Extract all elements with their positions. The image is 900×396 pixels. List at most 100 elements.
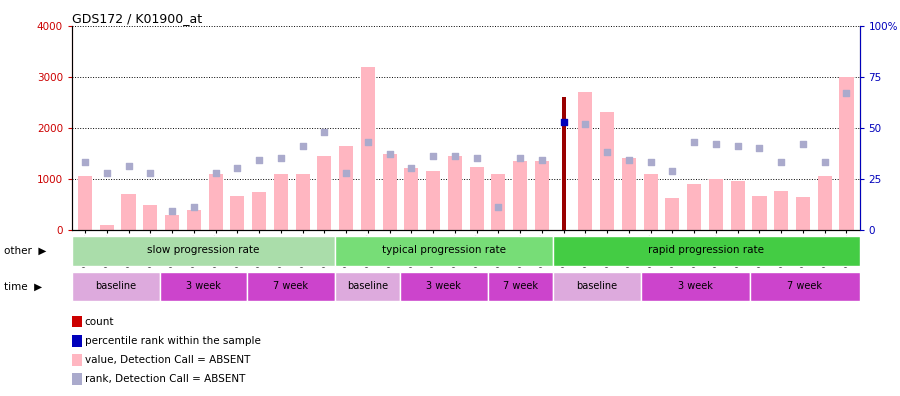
Bar [159,272,247,301]
Text: slow progression rate: slow progression rate [147,246,259,255]
Point [644,159,658,166]
Bar [252,192,266,230]
Point [839,90,853,96]
Point [317,129,331,135]
Bar [335,272,400,301]
Bar [687,184,701,230]
Text: rank, Detection Call = ABSENT: rank, Detection Call = ABSENT [85,373,245,384]
Bar [750,272,859,301]
Point [796,141,810,147]
Bar [752,196,767,230]
Point [447,153,462,160]
Text: other  ▶: other ▶ [4,246,47,256]
Bar [100,225,114,230]
Point [295,143,310,149]
Bar [72,236,335,266]
Bar [209,173,222,230]
Bar [382,154,397,230]
Point [622,157,636,164]
Text: baseline: baseline [576,281,617,291]
Point [165,208,179,215]
Bar [426,171,440,230]
Bar [318,156,331,230]
Bar [470,168,483,230]
Bar [709,179,723,230]
Point [817,159,832,166]
Text: GDS172 / K01900_at: GDS172 / K01900_at [72,11,203,25]
Text: value, Detection Call = ABSENT: value, Detection Call = ABSENT [85,354,250,365]
Point [78,159,93,166]
Point [708,141,723,147]
Bar [247,272,335,301]
Point [361,139,375,145]
Text: 7 week: 7 week [503,281,538,291]
Bar [491,173,506,230]
Point [752,145,767,151]
Bar [361,67,375,230]
Point [274,155,288,162]
Bar [641,272,750,301]
Bar [143,205,157,230]
Point [339,169,354,176]
Bar [665,198,680,230]
Bar [644,173,658,230]
Point [404,165,419,171]
Point [230,165,245,171]
Text: baseline: baseline [95,281,136,291]
Bar [840,77,853,230]
Text: 3 week: 3 week [427,281,462,291]
Text: 7 week: 7 week [274,281,308,291]
Point [252,157,266,164]
Bar [122,194,136,230]
Bar [78,176,92,230]
Bar [562,97,565,230]
Bar [187,210,201,230]
Point [426,153,440,160]
Text: 3 week: 3 week [185,281,220,291]
Bar [448,156,462,230]
Bar [488,272,554,301]
Point [665,168,680,174]
Text: typical progression rate: typical progression rate [382,246,506,255]
Bar [72,272,159,301]
Point [556,118,571,125]
Bar [230,196,245,230]
Bar [622,158,636,230]
Bar [731,181,744,230]
Point [470,155,484,162]
Text: percentile rank within the sample: percentile rank within the sample [85,335,260,346]
Text: 7 week: 7 week [788,281,823,291]
Point [731,143,745,149]
Bar [774,191,788,230]
Point [209,169,223,176]
Text: time  ▶: time ▶ [4,282,42,292]
Point [143,169,157,176]
Bar [579,92,592,230]
Point [578,120,592,127]
Point [687,139,701,145]
Bar [600,112,614,230]
Bar [513,161,527,230]
Bar [554,236,860,266]
Text: rapid progression rate: rapid progression rate [648,246,764,255]
Bar [817,176,832,230]
Bar [796,196,810,230]
Text: 3 week: 3 week [678,281,713,291]
Bar [535,161,549,230]
Point [186,204,201,210]
Bar [274,173,288,230]
Bar [165,215,179,230]
Point [513,155,527,162]
Bar [404,168,419,230]
Text: count: count [85,316,114,327]
Point [382,151,397,157]
Point [774,159,788,166]
Bar [295,173,310,230]
Bar [339,146,353,230]
Point [491,204,506,210]
Point [535,157,549,164]
Bar [400,272,488,301]
Bar [335,236,554,266]
Bar [554,272,641,301]
Point [100,169,114,176]
